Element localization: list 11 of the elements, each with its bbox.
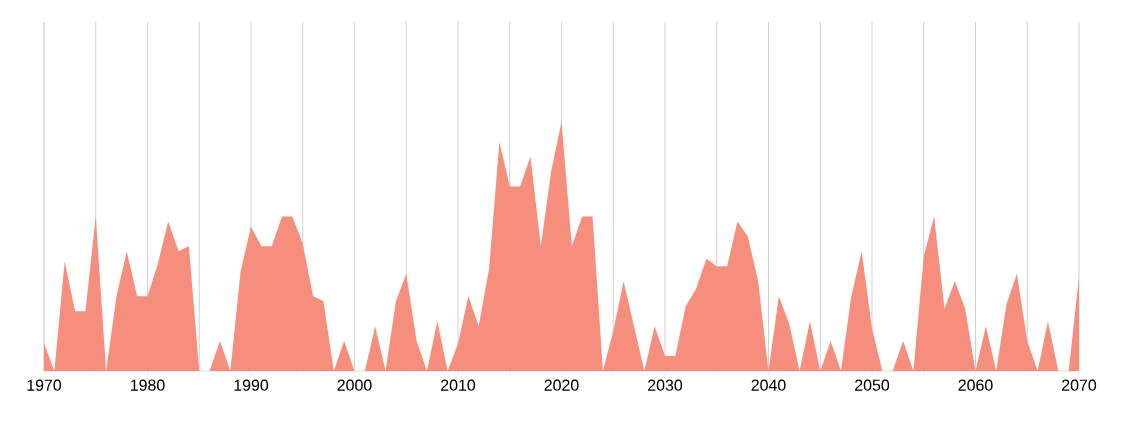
x-tick-label: 2060 <box>958 379 993 391</box>
x-tick-label: 2000 <box>337 379 372 391</box>
x-tick-label: 2040 <box>751 379 786 391</box>
x-tick-label: 1990 <box>234 379 269 391</box>
x-tick-label: 2070 <box>1062 379 1097 391</box>
x-tick-label: 2050 <box>855 379 890 391</box>
x-tick-label: 2010 <box>441 379 476 391</box>
x-tick-label: 2030 <box>648 379 683 391</box>
x-tick-label: 1970 <box>27 379 62 391</box>
x-tick-label: 2020 <box>544 379 579 391</box>
x-tick-label: 1980 <box>130 379 165 391</box>
